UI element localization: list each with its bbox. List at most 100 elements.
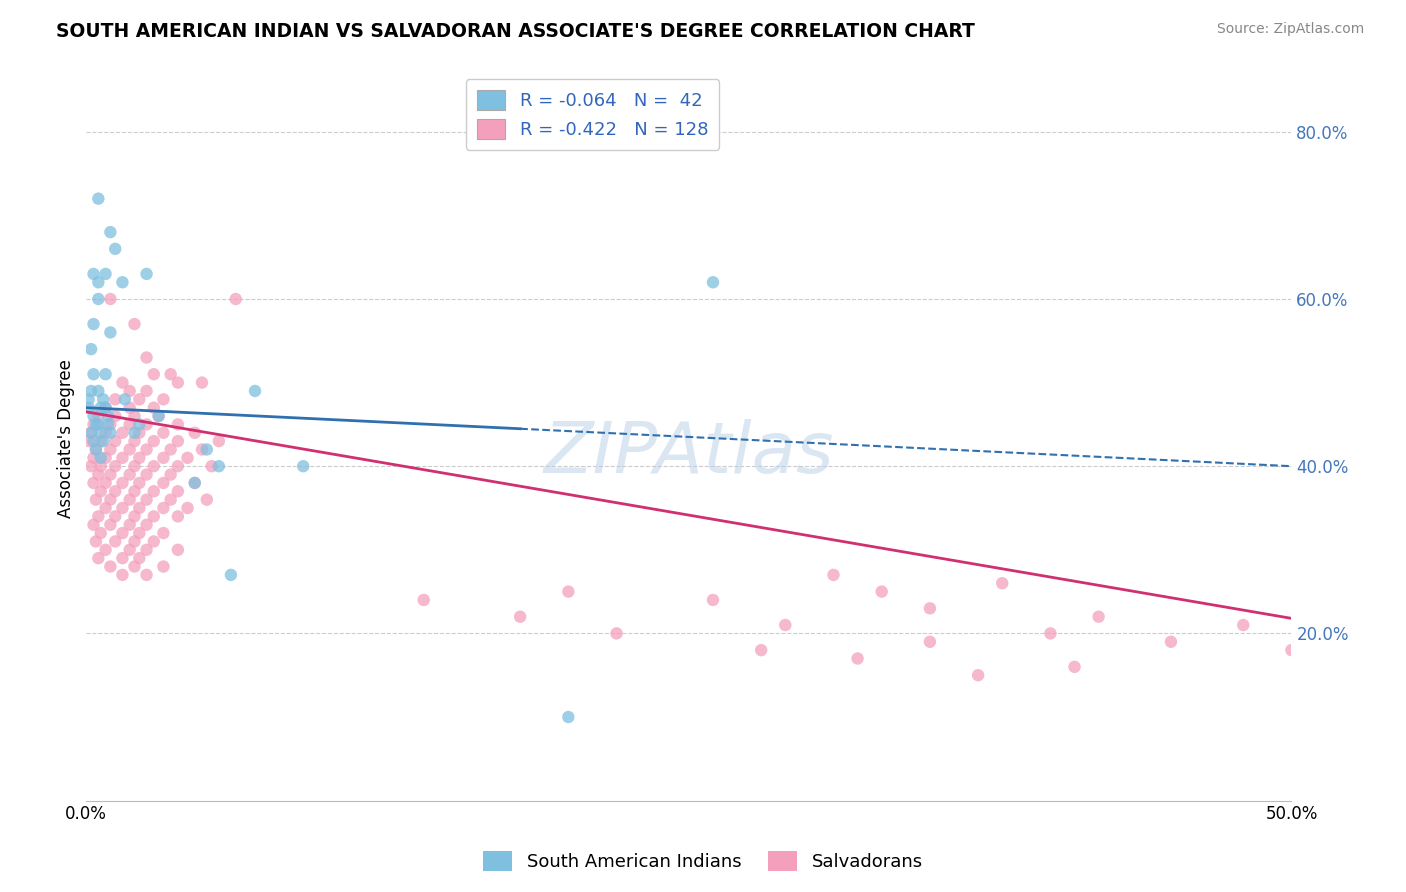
- Point: [292, 459, 315, 474]
- Point: [128, 417, 150, 432]
- Point: [135, 492, 157, 507]
- Point: [167, 376, 190, 390]
- Point: [87, 409, 110, 423]
- Point: [124, 434, 146, 449]
- Point: [104, 409, 127, 423]
- Point: [135, 467, 157, 482]
- Point: [184, 475, 207, 490]
- Point: [80, 425, 103, 440]
- Point: [557, 710, 579, 724]
- Point: [100, 292, 122, 306]
- Point: [80, 425, 103, 440]
- Point: [94, 542, 117, 557]
- Point: [124, 425, 146, 440]
- Legend: R = -0.064   N =  42, R = -0.422   N = 128: R = -0.064 N = 42, R = -0.422 N = 128: [465, 79, 720, 150]
- Point: [1063, 660, 1085, 674]
- Point: [135, 442, 157, 457]
- Point: [104, 459, 127, 474]
- Text: ZIPAtlas: ZIPAtlas: [544, 419, 834, 488]
- Point: [104, 484, 127, 499]
- Point: [152, 450, 174, 465]
- Point: [118, 517, 141, 532]
- Point: [124, 534, 146, 549]
- Point: [97, 417, 120, 432]
- Point: [111, 425, 134, 440]
- Point: [111, 526, 134, 541]
- Point: [918, 601, 941, 615]
- Point: [100, 326, 122, 340]
- Point: [167, 459, 190, 474]
- Point: [87, 384, 110, 398]
- Point: [167, 434, 190, 449]
- Point: [152, 526, 174, 541]
- Point: [142, 509, 165, 524]
- Point: [83, 475, 105, 490]
- Point: [208, 434, 231, 449]
- Point: [195, 442, 218, 457]
- Point: [243, 384, 266, 398]
- Point: [148, 409, 170, 423]
- Point: [557, 584, 579, 599]
- Point: [94, 475, 117, 490]
- Point: [94, 425, 117, 440]
- Point: [87, 417, 110, 432]
- Point: [87, 467, 110, 482]
- Point: [111, 501, 134, 516]
- Point: [176, 501, 198, 516]
- Point: [159, 467, 181, 482]
- Text: SOUTH AMERICAN INDIAN VS SALVADORAN ASSOCIATE'S DEGREE CORRELATION CHART: SOUTH AMERICAN INDIAN VS SALVADORAN ASSO…: [56, 22, 976, 41]
- Point: [124, 509, 146, 524]
- Point: [91, 392, 114, 407]
- Point: [87, 192, 110, 206]
- Point: [152, 559, 174, 574]
- Point: [702, 593, 724, 607]
- Point: [90, 526, 112, 541]
- Point: [118, 467, 141, 482]
- Point: [135, 567, 157, 582]
- Point: [846, 651, 869, 665]
- Point: [111, 275, 134, 289]
- Point: [152, 425, 174, 440]
- Point: [111, 450, 134, 465]
- Point: [100, 492, 122, 507]
- Point: [870, 584, 893, 599]
- Point: [208, 459, 231, 474]
- Point: [195, 492, 218, 507]
- Point: [77, 401, 100, 415]
- Point: [118, 401, 141, 415]
- Point: [124, 484, 146, 499]
- Point: [184, 475, 207, 490]
- Point: [111, 475, 134, 490]
- Point: [225, 292, 247, 306]
- Point: [412, 593, 434, 607]
- Point: [142, 459, 165, 474]
- Point: [104, 392, 127, 407]
- Point: [83, 317, 105, 331]
- Point: [114, 392, 136, 407]
- Point: [90, 434, 112, 449]
- Point: [100, 559, 122, 574]
- Point: [135, 417, 157, 432]
- Point: [991, 576, 1014, 591]
- Point: [90, 459, 112, 474]
- Point: [100, 467, 122, 482]
- Point: [83, 368, 105, 382]
- Point: [124, 409, 146, 423]
- Point: [111, 376, 134, 390]
- Point: [94, 368, 117, 382]
- Point: [167, 417, 190, 432]
- Point: [111, 567, 134, 582]
- Point: [152, 501, 174, 516]
- Point: [83, 409, 105, 423]
- Point: [135, 384, 157, 398]
- Point: [749, 643, 772, 657]
- Point: [97, 409, 120, 423]
- Point: [152, 392, 174, 407]
- Point: [104, 242, 127, 256]
- Point: [87, 551, 110, 566]
- Point: [111, 551, 134, 566]
- Point: [118, 384, 141, 398]
- Point: [142, 534, 165, 549]
- Point: [118, 492, 141, 507]
- Y-axis label: Associate's Degree: Associate's Degree: [58, 359, 75, 518]
